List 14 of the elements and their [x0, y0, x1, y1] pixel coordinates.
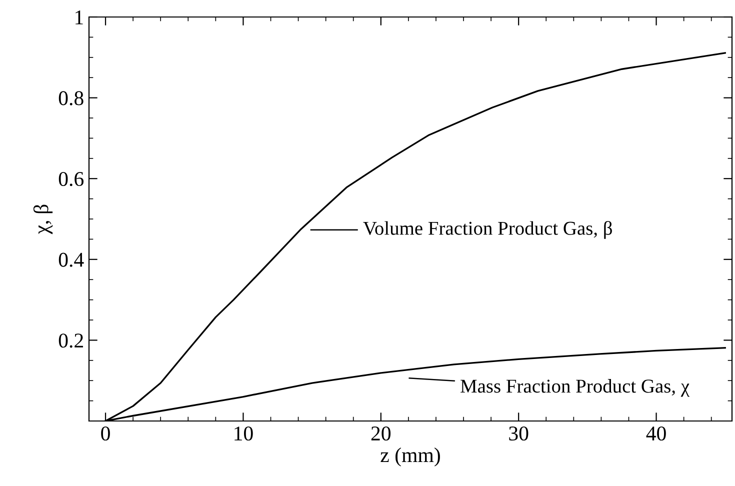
y-tick-label: 0.8 [58, 91, 84, 106]
x-tick-label: 30 [509, 426, 528, 441]
annotation: Mass Fraction Product Gas, χ [460, 379, 690, 397]
y-tick-label: 0.6 [58, 172, 84, 186]
x-tick-label: 40 [646, 426, 666, 441]
y-axis-title: χ, β [33, 204, 53, 234]
annotation: Volume Fraction Product Gas, β [363, 220, 612, 239]
y-tick-label: 1 [76, 10, 83, 24]
x-tick-label: 10 [234, 426, 253, 441]
y-tick-label: 0.2 [58, 334, 83, 348]
x-tick-label: 0 [101, 426, 110, 441]
x-tick-label: 20 [371, 426, 391, 441]
x-axis-title: z (mm) [380, 448, 440, 466]
y-tick-label: 0.4 [58, 252, 84, 267]
